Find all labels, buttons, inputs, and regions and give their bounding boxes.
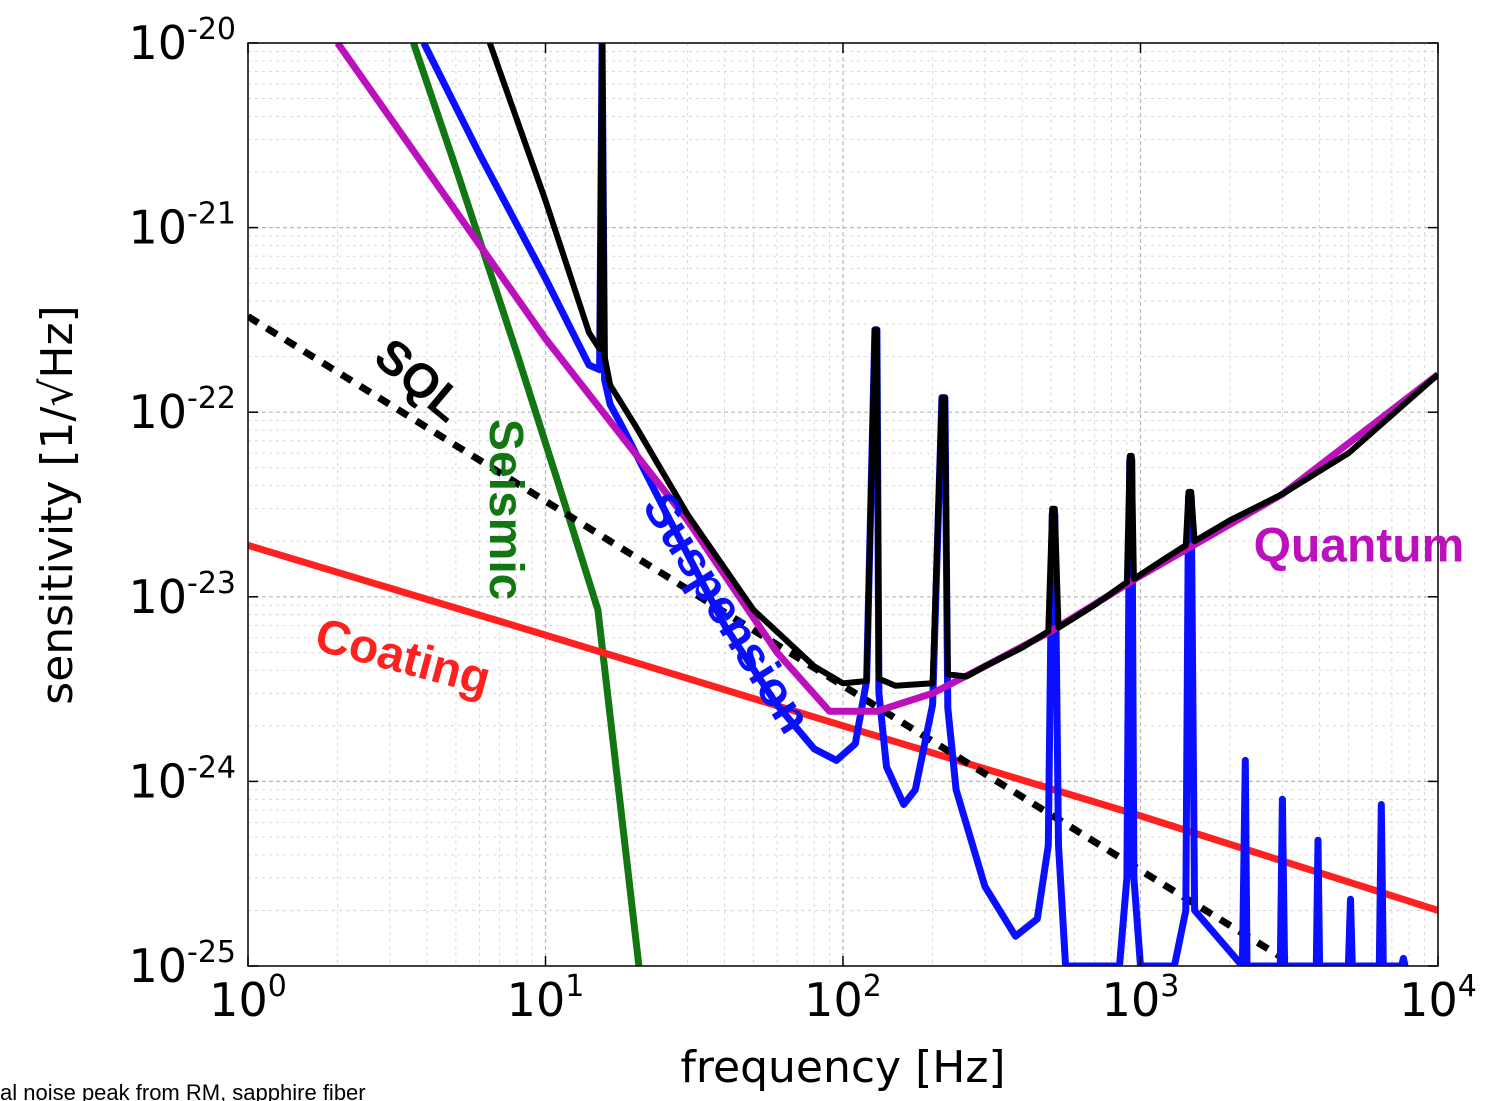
y-tick-label: 10-25 xyxy=(128,935,236,993)
y-tick-label: 10-24 xyxy=(128,750,236,808)
x-axis-label: frequency [Hz] xyxy=(680,1042,1005,1093)
y-tick-label: 10-22 xyxy=(128,381,236,439)
x-tick-label: 104 xyxy=(1399,969,1477,1027)
curve-label-quantum: Quantum xyxy=(1254,520,1465,573)
x-tick-label: 103 xyxy=(1102,969,1180,1027)
y-tick-label: 10-20 xyxy=(128,12,236,70)
footnote-text: al noise peak from RM, sapphire fiber xyxy=(0,1080,366,1101)
x-tick-label: 101 xyxy=(507,969,585,1027)
series-line-total xyxy=(486,43,1438,689)
x-tick-label: 100 xyxy=(209,969,287,1027)
y-tick-label: 10-21 xyxy=(128,197,236,255)
y-axis-label: sensitivity [1/√Hz] xyxy=(32,305,83,704)
x-tick-label: 102 xyxy=(804,969,882,1027)
series-lines xyxy=(248,43,1438,966)
x-tick-labels: 100 101 102 103 104 xyxy=(209,969,1477,1027)
series-line-seismic xyxy=(410,43,643,966)
series-line-coating xyxy=(248,541,1438,914)
curve-label-seismic: Seismic xyxy=(479,419,532,600)
y-tick-label: 10-23 xyxy=(128,566,236,624)
tick-marks xyxy=(247,42,1439,967)
y-tick-labels: 10-20 10-21 10-22 10-23 10-24 10-25 xyxy=(128,12,236,993)
